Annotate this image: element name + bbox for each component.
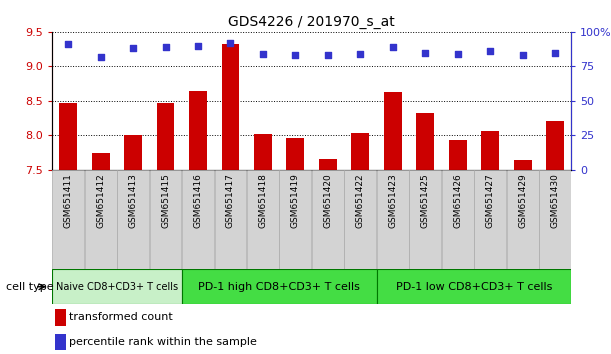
Bar bbox=[124, 135, 142, 170]
Bar bbox=[442, 170, 474, 269]
Point bbox=[420, 50, 430, 56]
Bar bbox=[287, 138, 304, 170]
Text: GSM651418: GSM651418 bbox=[258, 173, 268, 228]
Bar bbox=[247, 170, 279, 269]
Bar bbox=[279, 170, 311, 269]
Bar bbox=[507, 170, 538, 269]
Text: GSM651419: GSM651419 bbox=[291, 173, 300, 228]
Text: cell type: cell type bbox=[6, 282, 54, 292]
Point bbox=[550, 50, 560, 56]
Text: GSM651412: GSM651412 bbox=[96, 173, 105, 228]
Text: GSM651415: GSM651415 bbox=[161, 173, 170, 228]
Bar bbox=[156, 103, 175, 170]
Bar bbox=[53, 170, 84, 269]
Text: GSM651420: GSM651420 bbox=[323, 173, 332, 228]
Point bbox=[453, 51, 463, 57]
Point bbox=[161, 44, 170, 50]
Bar bbox=[377, 170, 409, 269]
Text: percentile rank within the sample: percentile rank within the sample bbox=[69, 337, 257, 347]
Point bbox=[225, 40, 235, 46]
Text: GSM651422: GSM651422 bbox=[356, 173, 365, 228]
Bar bbox=[409, 170, 441, 269]
Bar bbox=[182, 269, 376, 304]
Text: GSM651413: GSM651413 bbox=[128, 173, 137, 228]
Bar bbox=[345, 170, 376, 269]
Text: GSM651426: GSM651426 bbox=[453, 173, 462, 228]
Point bbox=[128, 46, 138, 51]
Text: GSM651430: GSM651430 bbox=[551, 173, 560, 228]
Text: GSM651411: GSM651411 bbox=[64, 173, 73, 228]
Bar bbox=[52, 269, 182, 304]
Bar bbox=[319, 159, 337, 170]
Bar bbox=[351, 133, 369, 170]
Bar bbox=[222, 44, 240, 170]
Bar bbox=[481, 131, 499, 170]
Text: GSM651416: GSM651416 bbox=[194, 173, 202, 228]
Text: PD-1 high CD8+CD3+ T cells: PD-1 high CD8+CD3+ T cells bbox=[198, 282, 360, 292]
Bar bbox=[117, 170, 149, 269]
Text: Naive CD8+CD3+ T cells: Naive CD8+CD3+ T cells bbox=[56, 282, 178, 292]
Bar bbox=[546, 121, 564, 170]
Bar bbox=[254, 134, 272, 170]
Text: PD-1 low CD8+CD3+ T cells: PD-1 low CD8+CD3+ T cells bbox=[396, 282, 552, 292]
Bar bbox=[214, 170, 246, 269]
Bar bbox=[539, 170, 571, 269]
Bar bbox=[92, 153, 109, 170]
Text: GSM651423: GSM651423 bbox=[388, 173, 397, 228]
Bar bbox=[514, 160, 532, 170]
Text: GSM651427: GSM651427 bbox=[486, 173, 495, 228]
Text: transformed count: transformed count bbox=[69, 312, 173, 322]
Bar bbox=[85, 170, 117, 269]
Point bbox=[388, 44, 398, 50]
Bar bbox=[448, 140, 467, 170]
Point bbox=[193, 43, 203, 48]
Bar bbox=[150, 170, 181, 269]
Bar bbox=[182, 170, 214, 269]
Point bbox=[258, 51, 268, 57]
Point bbox=[485, 48, 495, 54]
Point bbox=[356, 51, 365, 57]
Bar bbox=[474, 170, 506, 269]
Bar bbox=[59, 103, 77, 170]
Point bbox=[64, 41, 73, 47]
Title: GDS4226 / 201970_s_at: GDS4226 / 201970_s_at bbox=[229, 16, 395, 29]
Bar bbox=[376, 269, 571, 304]
Point bbox=[323, 52, 333, 58]
Bar bbox=[54, 309, 66, 326]
Point bbox=[290, 52, 300, 58]
Bar bbox=[312, 170, 344, 269]
Bar bbox=[54, 334, 66, 350]
Point bbox=[96, 54, 106, 59]
Text: GSM651417: GSM651417 bbox=[226, 173, 235, 228]
Bar bbox=[384, 92, 401, 170]
Bar bbox=[189, 91, 207, 170]
Point bbox=[518, 52, 527, 58]
Text: GSM651425: GSM651425 bbox=[421, 173, 430, 228]
Bar bbox=[416, 113, 434, 170]
Text: GSM651429: GSM651429 bbox=[518, 173, 527, 228]
